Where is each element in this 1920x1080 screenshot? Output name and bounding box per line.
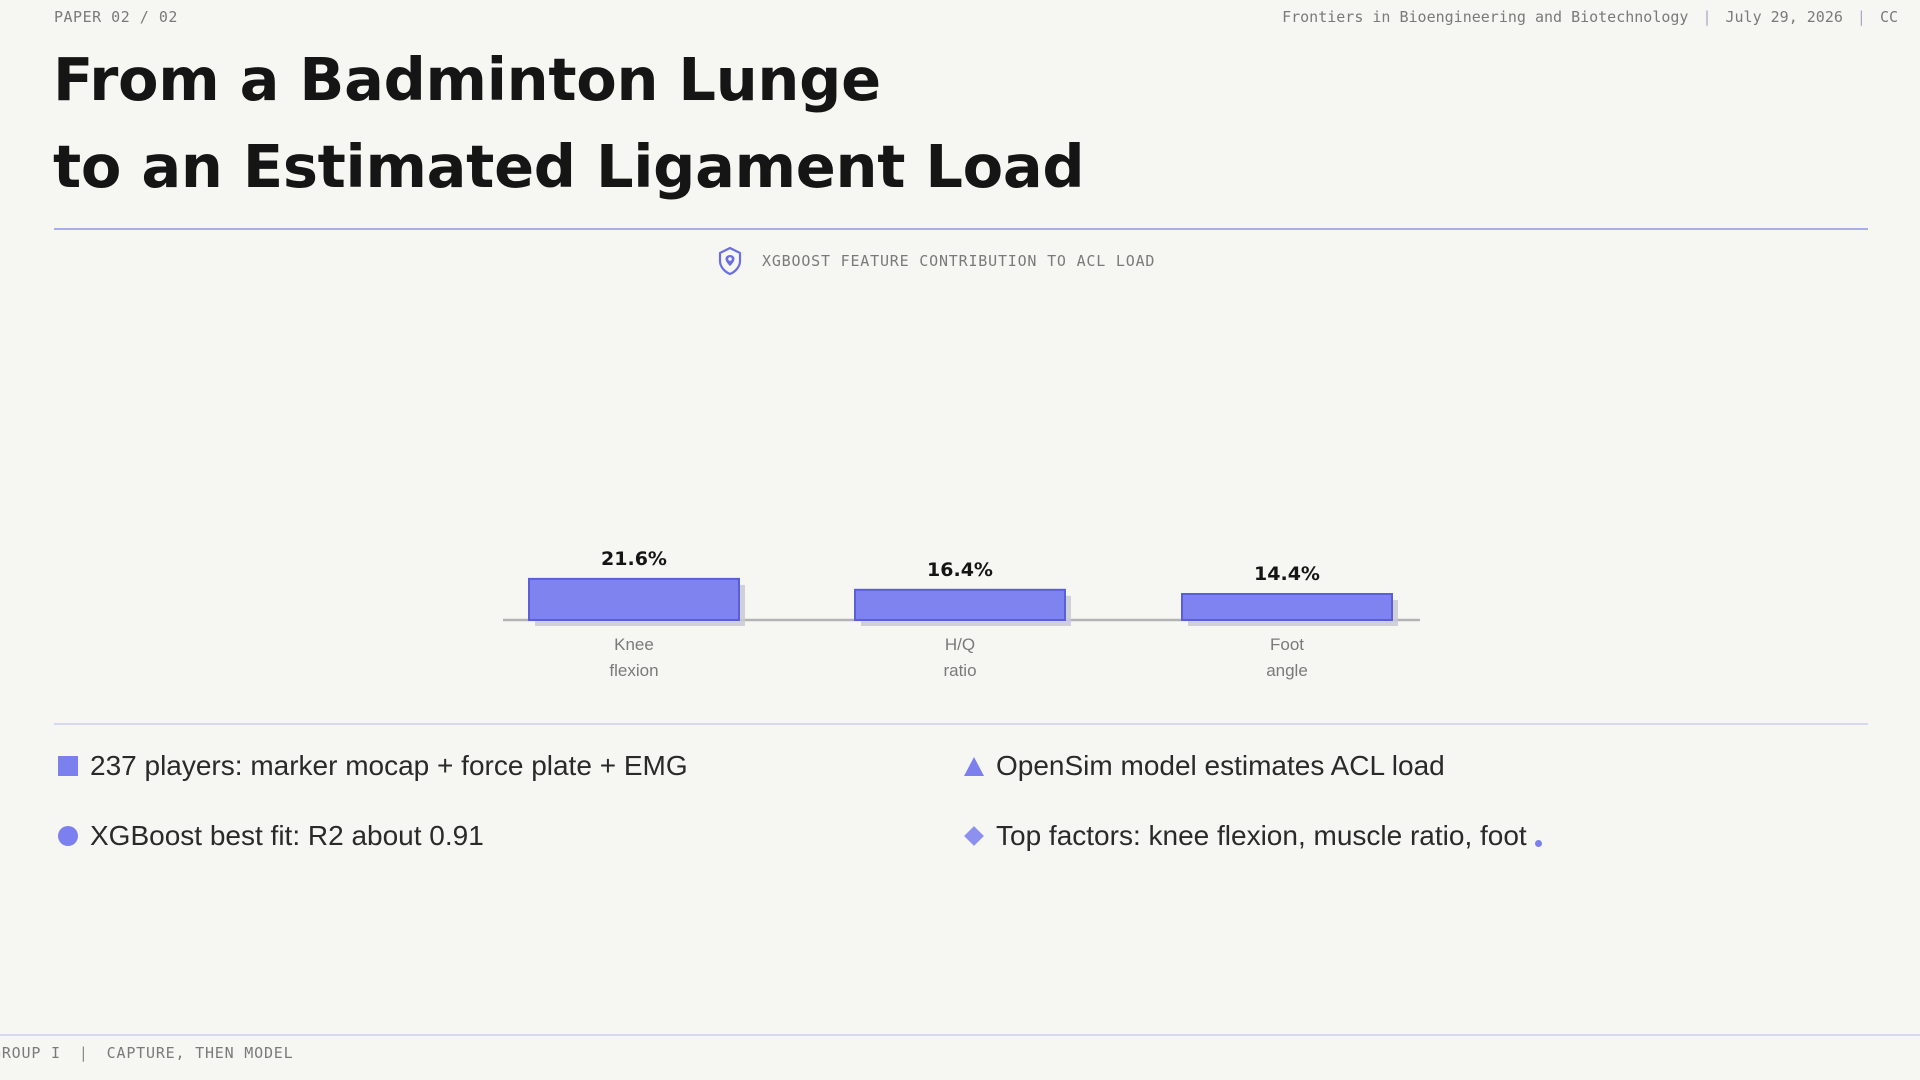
slide-title: From a Badminton Lunge to an Estimated L… (53, 36, 1353, 210)
key-point-text: XGBoost best fit: R2 about 0.91 (90, 820, 484, 851)
bar (528, 577, 740, 622)
triangle-marker-icon (964, 756, 984, 776)
key-point-model: OpenSim model estimates ACL load (962, 750, 1445, 782)
bar-chart: 21.6% Knee flexion 16.4% H/Q ratio 14.4% Foot an… (503, 548, 1420, 680)
trailing-dot-icon (1534, 839, 1542, 847)
shield-pin-icon (718, 246, 742, 276)
separator: | (1856, 8, 1866, 26)
key-point-text: Top factors: knee flexion, muscle ratio,… (996, 820, 1527, 851)
divider-middle (54, 723, 1868, 725)
paper-counter: PAPER 02 / 02 (54, 8, 178, 26)
category-tick-label: flexion (609, 661, 658, 680)
chart-heading: XGBOOST FEATURE CONTRIBUTION TO ACL LOAD (716, 246, 1155, 276)
category-tick-label: Foot (1270, 635, 1304, 654)
key-point-fit: XGBoost best fit: R2 about 0.91 (56, 820, 484, 852)
chart-title: XGBOOST FEATURE CONTRIBUTION TO ACL LOAD (762, 252, 1156, 270)
journal-name: Frontiers in Bioengineering and Biotechn… (1282, 8, 1689, 26)
slide-title-line-1: From a Badminton Lunge (53, 45, 881, 114)
bar-value-label: 14.4% (1254, 563, 1320, 585)
publication-date: July 29, 2026 (1725, 8, 1843, 26)
key-point-sample: 237 players: marker mocap + force plate … (56, 750, 688, 782)
square-marker-icon (58, 756, 78, 776)
footer-caption: GROUP I | CAPTURE, THEN MODEL (0, 1044, 293, 1062)
bar (854, 588, 1066, 621)
footer-tagline: CAPTURE, THEN MODEL (106, 1044, 294, 1062)
key-point-factors: Top factors: knee flexion, muscle ratio,… (962, 820, 1542, 852)
diamond-marker-icon (964, 826, 984, 846)
header-meta: Frontiers in Bioengineering and Biotechn… (1282, 8, 1898, 26)
category-tick-label: H/Q (945, 635, 975, 654)
separator: | (1702, 8, 1712, 26)
category-tick-label: ratio (943, 661, 976, 680)
key-point-text: 237 players: marker mocap + force plate … (90, 750, 688, 781)
divider-top (54, 228, 1868, 230)
slide-title-line-2: to an Estimated Ligament Load (53, 132, 1085, 201)
category-tick-label: angle (1266, 661, 1308, 680)
footer-group: GROUP I (0, 1044, 61, 1062)
divider-bottom (0, 1034, 1920, 1036)
category-tick-label: Knee (614, 635, 654, 654)
key-point-text: OpenSim model estimates ACL load (996, 750, 1445, 781)
circle-marker-icon (58, 826, 78, 846)
bar-value-label: 16.4% (927, 559, 993, 581)
separator: | (78, 1044, 89, 1062)
bar-value-label: 21.6% (601, 548, 667, 570)
bar (1181, 593, 1393, 621)
license-label: CC (1879, 8, 1898, 26)
